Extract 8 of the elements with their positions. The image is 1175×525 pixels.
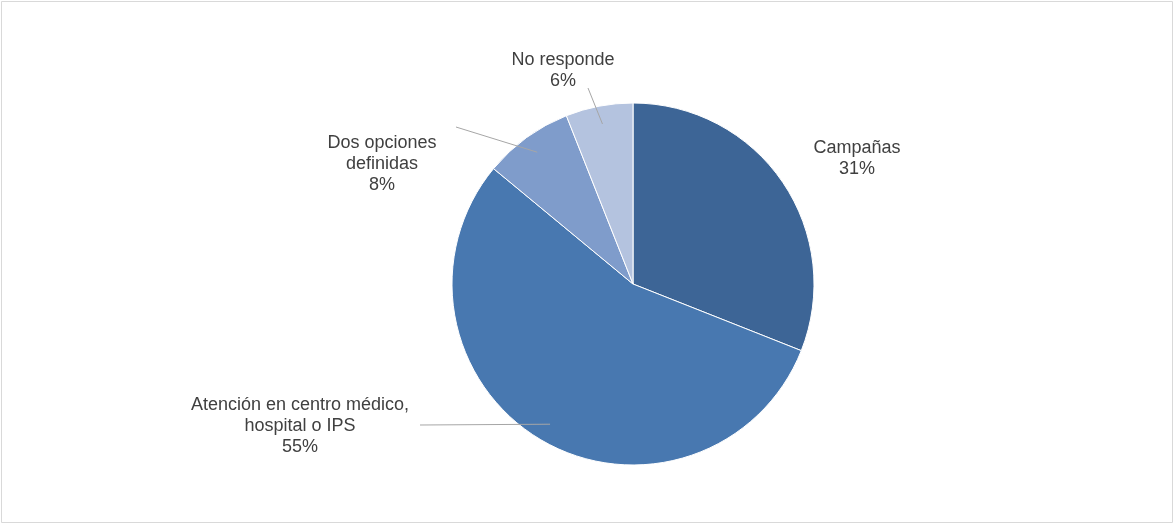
slice-label: Atención en centro médico, hospital o IPS — [190, 394, 410, 435]
data-label: 8% — [368, 174, 396, 194]
slice-label: No responde — [511, 49, 615, 69]
data-label: 6% — [549, 70, 577, 90]
slice-label: Dos opciones definidas — [327, 132, 437, 173]
data-label: 31% — [838, 158, 876, 178]
data-label: 55% — [281, 436, 319, 456]
slice-label: Campañas — [813, 137, 901, 157]
